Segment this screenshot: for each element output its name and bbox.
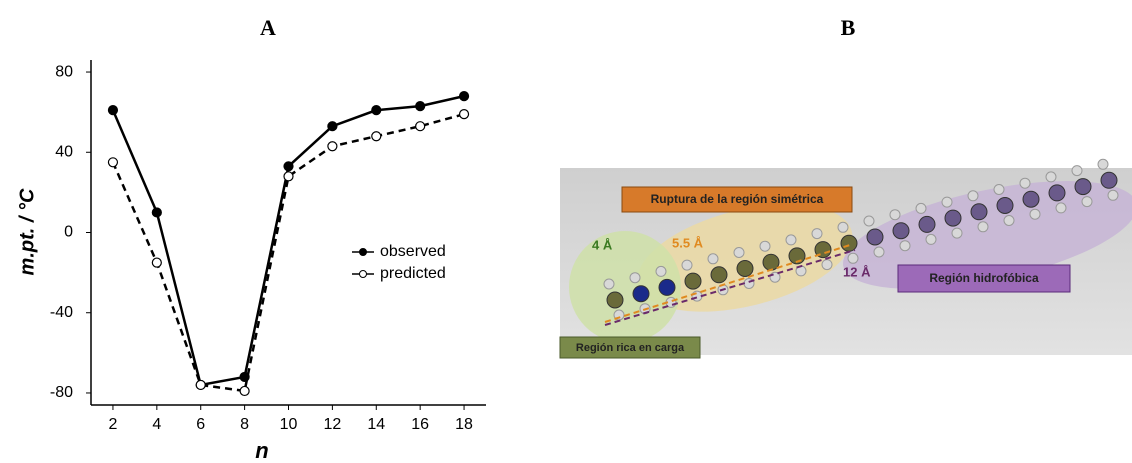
- hydrogen: [1072, 166, 1082, 176]
- atom: [633, 286, 649, 302]
- series-line: [113, 96, 464, 385]
- data-point: [328, 142, 337, 151]
- y-tick-label: 0: [64, 224, 73, 241]
- hydrogen: [952, 228, 962, 238]
- hydrogen: [656, 266, 666, 276]
- atom: [893, 223, 909, 239]
- region-label: Ruptura de la región simétrica: [651, 192, 824, 206]
- atom: [1075, 179, 1091, 195]
- hydrogen: [734, 248, 744, 258]
- hydrogen: [1030, 209, 1040, 219]
- atom: [607, 292, 623, 308]
- hydrogen: [900, 241, 910, 251]
- data-point: [152, 208, 161, 217]
- atom: [685, 273, 701, 289]
- data-point: [328, 122, 337, 131]
- data-point: [108, 106, 117, 115]
- hydrogen: [786, 235, 796, 245]
- hydrogen: [708, 254, 718, 264]
- hydrogen: [812, 229, 822, 239]
- atom: [1023, 191, 1039, 207]
- atom: [945, 210, 961, 226]
- atom: [919, 216, 935, 232]
- molecule-image: Ruptura de la región simétrica 4 Å 5.5 Å…: [560, 159, 1132, 358]
- atom: [971, 204, 987, 220]
- data-point: [460, 92, 469, 101]
- x-tick-label: 10: [280, 416, 298, 433]
- hydrogen: [926, 234, 936, 244]
- hydrogen: [848, 253, 858, 263]
- figure: A B m.pt. / °C n Ruptura de la región si…: [0, 0, 1132, 463]
- hydrogen: [822, 260, 832, 270]
- hydrogen: [838, 222, 848, 232]
- hydrogen: [942, 197, 952, 207]
- hydrogen: [1056, 203, 1066, 213]
- hydrogen: [1046, 172, 1056, 182]
- legend-marker: [360, 271, 367, 278]
- hydrogen: [1098, 159, 1108, 169]
- panel-label: A: [260, 15, 276, 40]
- y-tick-label: 40: [55, 143, 73, 160]
- hydrogen: [916, 203, 926, 213]
- hydrogen: [994, 185, 1004, 195]
- data-point: [460, 110, 469, 119]
- hydrogen: [692, 291, 702, 301]
- data-point: [416, 102, 425, 111]
- y-tick-label: -40: [50, 304, 73, 321]
- distance-label: 5.5 Å: [672, 235, 704, 250]
- x-tick-label: 8: [240, 416, 249, 433]
- panel-label: B: [841, 15, 856, 40]
- atom: [737, 261, 753, 277]
- data-point: [416, 122, 425, 131]
- x-tick-label: 12: [323, 416, 341, 433]
- x-axis-label: n: [255, 438, 268, 463]
- atom: [867, 229, 883, 245]
- data-point: [284, 162, 293, 171]
- atom: [997, 198, 1013, 214]
- region-label: Región hidrofóbica: [929, 271, 1039, 285]
- atom: [1101, 172, 1117, 188]
- legend-label: predicted: [380, 265, 446, 282]
- x-tick-label: 6: [196, 416, 205, 433]
- x-tick-label: 2: [108, 416, 117, 433]
- hydrogen: [874, 247, 884, 257]
- hydrogen: [604, 279, 614, 289]
- atom: [763, 254, 779, 270]
- hydrogen: [1020, 178, 1030, 188]
- hydrogen: [968, 191, 978, 201]
- atom: [659, 279, 675, 295]
- data-point: [196, 380, 205, 389]
- atom: [711, 267, 727, 283]
- x-tick-label: 18: [455, 416, 473, 433]
- x-tick-label: 4: [152, 416, 161, 433]
- hydrogen: [978, 222, 988, 232]
- y-tick-label: 80: [55, 63, 73, 80]
- region-label: Región rica en carga: [576, 342, 685, 354]
- hydrogen: [760, 241, 770, 251]
- x-tick-label: 16: [411, 416, 429, 433]
- hydrogen: [1082, 197, 1092, 207]
- y-tick-label: -80: [50, 384, 73, 401]
- data-point: [240, 386, 249, 395]
- hydrogen: [890, 210, 900, 220]
- x-tick-label: 14: [367, 416, 385, 433]
- hydrogen: [682, 260, 692, 270]
- atom: [841, 235, 857, 251]
- atom: [1049, 185, 1065, 201]
- legend-marker: [360, 249, 367, 256]
- hydrogen: [1004, 216, 1014, 226]
- distance-label: 12 Å: [843, 264, 871, 279]
- data-point: [108, 158, 117, 167]
- hydrogen: [630, 273, 640, 283]
- data-point: [284, 172, 293, 181]
- data-point: [152, 258, 161, 267]
- distance-label: 4 Å: [592, 237, 613, 252]
- y-axis-label: m.pt. / °C: [16, 188, 38, 275]
- data-point: [372, 106, 381, 115]
- legend-label: observed: [380, 243, 446, 260]
- data-point: [372, 132, 381, 141]
- hydrogen: [1108, 190, 1118, 200]
- hydrogen: [864, 216, 874, 226]
